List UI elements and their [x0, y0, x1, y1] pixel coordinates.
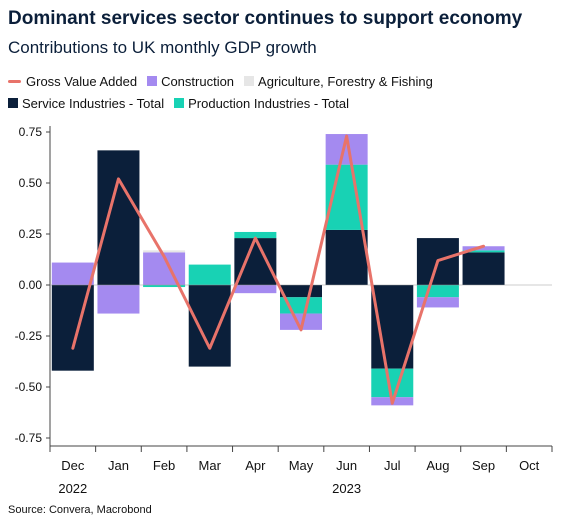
x-year-label: 2023: [332, 481, 361, 496]
bar-construction: [462, 246, 505, 251]
x-tick-label: Apr: [245, 458, 266, 473]
legend-label-service-industries: Service Industries - Total: [22, 95, 165, 111]
y-tick-label: -0.75: [15, 431, 43, 445]
legend-item-service-industries: Service Industries - Total: [8, 96, 164, 111]
x-tick-label: Mar: [199, 458, 222, 473]
x-tick-label: Aug: [426, 458, 449, 473]
legend-swatch-gross-value-added: [8, 79, 21, 83]
legend-swatch-production-industries: [174, 98, 185, 108]
legend-swatch-service-industries: [8, 98, 18, 108]
y-tick-label: -0.50: [15, 380, 43, 394]
legend-label-construction: Construction: [161, 73, 235, 89]
x-tick-label: May: [289, 458, 314, 473]
line-gross-value-added: [71, 134, 486, 405]
x-tick-label: Jul: [384, 458, 401, 473]
bar-construction: [51, 262, 94, 285]
legend-label-agriculture: Agriculture, Forestry & Fishing: [258, 73, 433, 89]
bar-service-industries-total: [188, 285, 231, 367]
x-tick-label: Sep: [472, 458, 495, 473]
y-tick-label: 0.00: [19, 278, 43, 292]
legend-label-gross-value-added: Gross Value Added: [26, 73, 138, 89]
legend: Gross Value Added Construction Agricultu…: [8, 70, 564, 114]
bar-construction: [416, 297, 459, 308]
bar-production-industries-total: [234, 231, 277, 239]
legend-label-production-industries: Production Industries - Total: [188, 95, 350, 111]
legend-item-gross-value-added: Gross Value Added: [8, 74, 137, 89]
bar-agriculture-forestry-fishing: [143, 250, 186, 253]
y-tick-label: -0.25: [15, 329, 43, 343]
bar-construction: [97, 285, 140, 314]
bar-construction: [280, 313, 322, 330]
legend-item-construction: Construction: [147, 74, 234, 89]
x-year-label: 2022: [58, 481, 87, 496]
legend-item-production-industries: Production Industries - Total: [174, 96, 349, 111]
bar-service-industries-total: [97, 150, 140, 285]
bar-production-industries-total: [188, 264, 231, 285]
bar-production-industries-total: [371, 368, 414, 398]
x-tick-label: Oct: [519, 458, 540, 473]
chart-subtitle: Contributions to UK monthly GDP growth: [8, 38, 317, 57]
bar-service-industries-total: [234, 238, 277, 285]
legend-item-agriculture: Agriculture, Forestry & Fishing: [244, 74, 433, 89]
legend-row-1: Gross Value Added Construction Agricultu…: [8, 70, 564, 92]
bar-service-industries-total: [325, 229, 368, 285]
x-tick-label: Jun: [336, 458, 357, 473]
chart-title: Dominant services sector continues to su…: [8, 8, 523, 29]
source-note: Source: Convera, Macrobond: [8, 504, 152, 516]
bar-production-industries-total: [143, 285, 186, 288]
bar-construction: [234, 285, 277, 294]
bar-service-industries-total: [280, 285, 322, 298]
x-tick-label: Dec: [61, 458, 85, 473]
bar-service-industries-total: [462, 252, 505, 285]
bar-production-industries-total: [462, 250, 505, 253]
legend-swatch-agriculture: [244, 76, 255, 86]
y-tick-label: 0.25: [19, 227, 43, 241]
x-tick-label: Feb: [153, 458, 175, 473]
legend-swatch-construction: [147, 76, 158, 86]
bar-production-industries-total: [416, 285, 459, 298]
x-tick-label: Jan: [108, 458, 129, 473]
y-tick-label: 0.75: [19, 125, 43, 139]
y-tick-label: 0.50: [19, 176, 43, 190]
legend-row-2: Service Industries - Total Production In…: [8, 92, 564, 114]
